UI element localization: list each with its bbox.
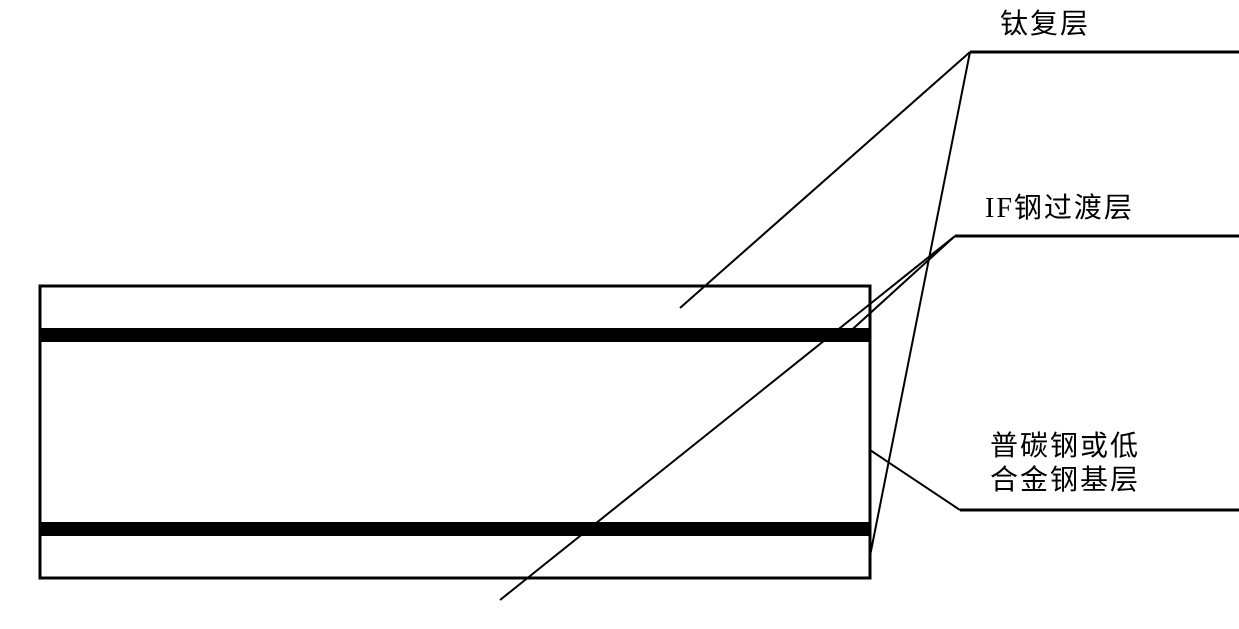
base-steel-label: 普碳钢或低 合金钢基层 (990, 430, 1140, 497)
titanium-clad-label: 钛复层 (1000, 8, 1090, 42)
base-steel-leader-0 (870, 450, 960, 510)
carbon-or-low-alloy-base (40, 342, 870, 522)
titanium-clad-bottom (40, 536, 870, 578)
if-steel-transition-bot (40, 522, 870, 536)
titanium-clad-top (40, 286, 870, 328)
if-steel-transition-top (40, 328, 870, 342)
if-steel-transition-label: IF钢过渡层 (985, 192, 1134, 226)
